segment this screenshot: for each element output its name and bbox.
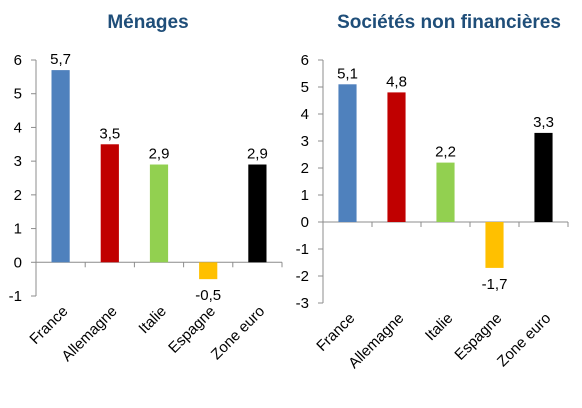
data-label: 2,9 — [149, 146, 170, 163]
y-tick-label: 5 — [301, 79, 309, 96]
bar-menages-3 — [199, 262, 218, 280]
y-tick-label: 3 — [301, 133, 309, 150]
category-label: Italie — [422, 310, 456, 344]
y-tick-label: -1 — [9, 288, 22, 305]
data-label: 4,8 — [386, 73, 407, 90]
data-label: -0,5 — [195, 287, 221, 304]
category-label: France — [26, 303, 71, 348]
bar-societes-0 — [338, 84, 357, 222]
category-label: France — [313, 310, 358, 355]
bar-societes-3 — [485, 222, 504, 268]
data-label: 2,9 — [247, 146, 268, 163]
bar-societes-1 — [387, 92, 406, 223]
y-tick-label: 1 — [14, 221, 22, 238]
category-label: Italie — [135, 303, 169, 337]
bar-menages-1 — [100, 144, 119, 263]
y-tick-label: 5 — [14, 86, 22, 103]
y-tick-label: 3 — [14, 153, 22, 170]
y-tick-label: 2 — [14, 187, 22, 204]
bar-menages-0 — [51, 70, 70, 263]
y-tick-label: 4 — [14, 119, 22, 136]
y-tick-label: 6 — [301, 52, 309, 69]
data-label: 5,1 — [337, 65, 358, 82]
y-tick-label: -2 — [296, 268, 309, 285]
data-label: 5,7 — [50, 51, 71, 68]
y-tick-label: 0 — [14, 254, 22, 271]
chart-panel-societes: -3-2-101234565,1France4,8Allemagne2,2Ita… — [296, 52, 569, 372]
y-tick-label: -3 — [296, 295, 309, 312]
bar-menages-2 — [149, 164, 169, 263]
chart-title-menages: Ménages — [107, 12, 188, 33]
data-label: -1,7 — [482, 276, 508, 293]
category-label: Zone euro — [494, 310, 554, 370]
chart-title-societes: Sociétés non financières — [337, 12, 561, 33]
y-tick-label: 4 — [301, 106, 309, 123]
bar-menages-4 — [248, 164, 267, 263]
y-tick-label: -1 — [296, 241, 309, 258]
y-tick-label: 2 — [301, 160, 309, 177]
bar-societes-2 — [436, 162, 455, 222]
bar-societes-4 — [534, 132, 553, 222]
y-tick-label: 6 — [14, 52, 22, 69]
data-label: 3,3 — [533, 114, 554, 131]
category-label: Zone euro — [208, 303, 268, 363]
data-label: 2,2 — [435, 144, 456, 161]
data-label: 3,5 — [99, 125, 120, 142]
y-tick-label: 0 — [301, 214, 309, 231]
y-tick-label: 1 — [301, 187, 309, 204]
